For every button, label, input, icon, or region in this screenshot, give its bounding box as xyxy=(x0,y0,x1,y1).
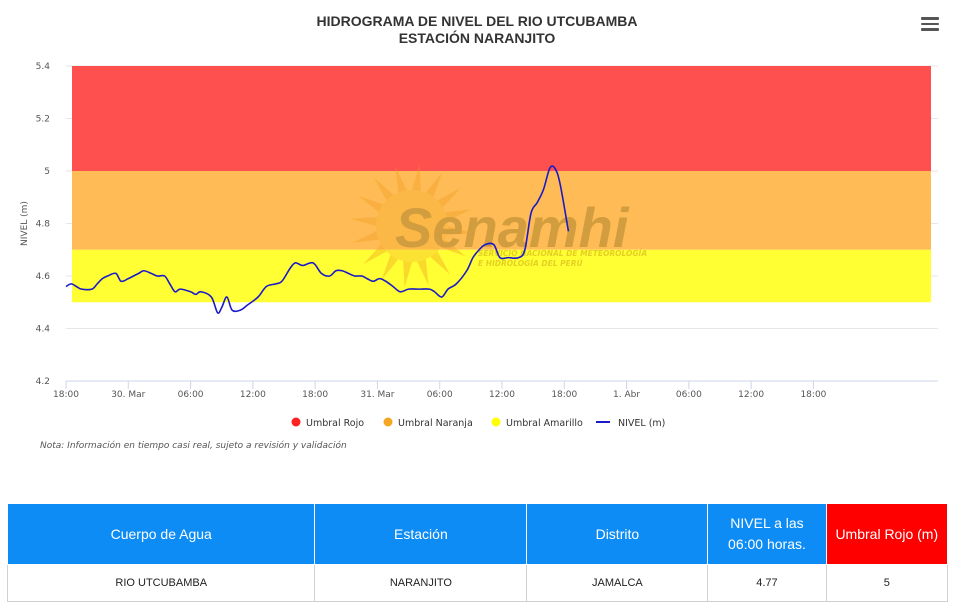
sun-ray-icon xyxy=(425,171,443,198)
legend-label: Umbral Naranja xyxy=(398,418,473,429)
legend-label: NIVEL (m) xyxy=(618,418,665,429)
x-tick-label: 12:00 xyxy=(240,390,266,400)
legend-item: NIVEL (m) xyxy=(596,418,665,429)
header-distrito: Distrito xyxy=(526,503,709,565)
y-tick-label: 5 xyxy=(44,167,50,177)
sun-ray-icon xyxy=(430,251,451,275)
y-tick-label: 4.8 xyxy=(36,220,51,230)
chart-container: HIDROGRAMA DE NIVEL DEL RIO UTCUBAMBA EST… xyxy=(20,13,942,429)
legend-label: Umbral Amarillo xyxy=(506,418,583,429)
sun-icon xyxy=(376,190,448,262)
sun-ray-icon xyxy=(403,260,412,288)
sun-ray-icon xyxy=(440,239,467,257)
watermark-line1: SERVICIO NACIONAL DE METEOROLOGÍA xyxy=(478,249,647,258)
y-tick-label: 5.2 xyxy=(36,115,50,125)
legend-item: Umbral Amarillo xyxy=(491,417,583,429)
x-tick-label: 12:00 xyxy=(738,390,764,400)
y-tick-label: 4.4 xyxy=(36,325,51,335)
header-cuerpo: Cuerpo de Agua xyxy=(6,503,316,565)
sun-ray-icon xyxy=(357,195,384,213)
cell-estacion: NARANJITO xyxy=(314,564,528,602)
legend-label: Umbral Rojo xyxy=(306,418,364,429)
cell-umbral-rojo: 5 xyxy=(825,564,949,602)
watermark-line2: E HIDROLOGÍA DEL PERÚ xyxy=(478,259,583,268)
x-tick-label: 31. Mar xyxy=(360,390,394,400)
sun-ray-icon xyxy=(437,187,461,208)
legend-item: Umbral Rojo xyxy=(291,417,364,429)
x-tick-label: 06:00 xyxy=(427,390,453,400)
x-tick-label: 06:00 xyxy=(676,390,702,400)
sun-ray-icon xyxy=(445,209,472,221)
cell-nivel: 4.77 xyxy=(707,564,827,602)
y-tick-label: 4.6 xyxy=(36,272,51,282)
legend-item: Umbral Naranja xyxy=(383,417,473,429)
chart-note: Nota: Información en tiempo casi real, s… xyxy=(40,441,347,451)
hydrograph-chart: HIDROGRAMA DE NIVEL DEL RIO UTCUBAMBAEST… xyxy=(20,13,938,429)
watermark-logo-text: Senamhi xyxy=(395,196,630,259)
header-estacion: Estación xyxy=(314,503,528,565)
sun-ray-icon xyxy=(381,254,399,281)
x-tick-label: 18:00 xyxy=(800,390,826,400)
sun-ray-icon xyxy=(363,244,387,265)
chart-title: HIDROGRAMA DE NIVEL DEL RIO UTCUBAMBA xyxy=(317,13,638,29)
sun-ray-icon xyxy=(412,164,421,192)
series-line-nivel xyxy=(65,165,570,314)
sun-ray-icon xyxy=(350,217,378,226)
x-tick-label: 12:00 xyxy=(489,390,515,400)
header-umbral-rojo: Umbral Rojo (m) xyxy=(825,503,949,565)
band-umbral-naranja xyxy=(72,171,931,250)
chart-legend: Umbral Rojo Umbral Naranja Umbral Amarillo… xyxy=(291,417,665,429)
table-header-row: Cuerpo de Agua Estación Distrito NIVEL a… xyxy=(6,503,949,565)
legend-symbol xyxy=(291,417,301,427)
table-row: RIO UTCUBAMBA NARANJITO JAMALCA 4.77 5 xyxy=(6,564,949,602)
x-tick-label: 1. Abr xyxy=(613,390,640,400)
band-umbral-rojo xyxy=(72,66,931,171)
sun-ray-icon xyxy=(373,177,394,201)
station-table: Cuerpo de Agua Estación Distrito NIVEL a… xyxy=(6,503,949,602)
header-nivel: NIVEL a las 06:00 horas. xyxy=(707,503,827,565)
x-tick-label: 18:00 xyxy=(53,390,79,400)
sun-ray-icon xyxy=(417,259,429,286)
sun-ray-icon xyxy=(395,166,407,193)
x-tick-label: 18:00 xyxy=(551,390,577,400)
x-tick-label: 06:00 xyxy=(178,390,204,400)
legend-symbol xyxy=(491,417,501,427)
sun-ray-icon xyxy=(446,226,474,235)
sun-ray-icon xyxy=(352,231,379,243)
cell-distrito: JAMALCA xyxy=(526,564,709,602)
x-tick-label: 30. Mar xyxy=(111,390,145,400)
y-tick-label: 5.4 xyxy=(36,62,51,72)
legend-symbol xyxy=(383,417,393,427)
chart-subtitle: ESTACIÓN NARANJITO xyxy=(399,29,556,46)
hamburger-menu-icon[interactable] xyxy=(918,14,942,36)
x-tick-label: 18:00 xyxy=(302,390,328,400)
y-tick-label: 4.2 xyxy=(36,377,50,387)
y-axis-title: NIVEL (m) xyxy=(20,201,30,246)
cell-cuerpo: RIO UTCUBAMBA xyxy=(6,564,316,602)
